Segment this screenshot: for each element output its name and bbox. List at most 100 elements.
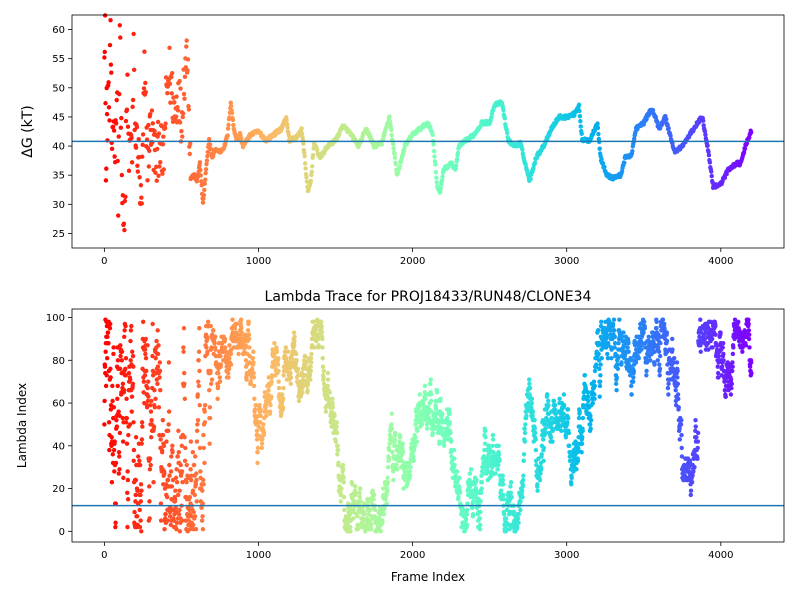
lambda-point: [157, 375, 162, 380]
p1-x-tick-label: 0: [101, 550, 107, 561]
lambda-point: [546, 402, 551, 408]
lambda-point: [202, 420, 208, 425]
lambda-point: [115, 396, 120, 401]
lambda-point: [691, 469, 696, 474]
lambda-point: [457, 475, 462, 481]
lambda-point: [146, 394, 151, 399]
dg-point: [142, 49, 147, 54]
lambda-point: [382, 505, 387, 510]
lambda-point: [199, 518, 205, 523]
lambda-point: [749, 360, 754, 365]
lambda-point: [177, 529, 183, 534]
dg-point: [169, 74, 174, 80]
lambda-point: [364, 516, 370, 521]
lambda-point: [524, 413, 529, 419]
lambda-point: [478, 490, 484, 496]
lambda-point: [655, 358, 660, 363]
lambda-point: [511, 509, 517, 515]
lambda-point: [652, 349, 657, 354]
lambda-point: [138, 518, 143, 523]
lambda-point: [642, 326, 648, 331]
lambda-point: [688, 492, 693, 498]
lambda-point: [174, 479, 180, 485]
lambda-point: [527, 381, 532, 387]
lambda-point: [561, 402, 567, 408]
lambda-point: [675, 375, 680, 380]
lambda-point: [184, 462, 189, 468]
dg-point: [135, 169, 141, 174]
lambda-point: [155, 364, 161, 369]
lambda-point: [113, 524, 118, 530]
lambda-point: [157, 360, 163, 365]
lambda-point: [576, 447, 581, 453]
dg-point: [595, 121, 600, 126]
dg-point: [709, 173, 714, 179]
lambda-point: [243, 358, 249, 363]
dg-point: [200, 200, 206, 205]
dg-point: [118, 35, 123, 40]
p0-x-tick-label: 0: [101, 256, 107, 267]
lambda-point: [693, 417, 698, 423]
lambda-point: [629, 383, 634, 389]
lambda-point: [188, 477, 194, 483]
lambda-point: [530, 409, 536, 414]
lambda-point: [103, 349, 108, 354]
lambda-point: [671, 360, 677, 365]
dg-point: [110, 124, 116, 130]
lambda-point: [191, 509, 196, 515]
lambda-point: [141, 379, 147, 384]
lambda-point: [523, 422, 528, 427]
lambda-point: [334, 430, 340, 436]
lambda-point: [411, 454, 416, 459]
lambda-point: [615, 355, 621, 361]
lambda-point: [167, 473, 172, 478]
lambda-point: [309, 360, 314, 365]
dg-point: [599, 156, 604, 162]
lambda-point: [128, 328, 134, 333]
lambda-point: [429, 398, 434, 404]
lambda-point: [341, 467, 346, 472]
lambda-point: [541, 445, 547, 451]
dg-point: [179, 128, 184, 134]
lambda-point: [419, 422, 425, 427]
dg-point: [103, 178, 109, 183]
lambda-point: [533, 430, 538, 436]
dg-point: [180, 134, 185, 139]
lambda-point: [674, 360, 680, 365]
lambda-point: [692, 464, 697, 470]
lambda-point: [173, 488, 178, 493]
p0-y-tick-label: 55: [52, 54, 65, 65]
lambda-point: [565, 420, 570, 425]
lambda-point: [179, 469, 185, 474]
lambda-point: [182, 396, 188, 401]
lambda-point: [387, 456, 392, 461]
dg-point: [109, 70, 114, 75]
lambda-point: [385, 488, 390, 493]
lambda-point: [598, 373, 603, 378]
dg-point: [103, 101, 108, 106]
p0-y-tick-label: 50: [52, 83, 65, 94]
dg-point: [155, 146, 160, 152]
dg-point: [160, 171, 165, 176]
lambda-point: [121, 475, 126, 481]
lambda-point: [190, 488, 196, 493]
lambda-point: [612, 341, 618, 346]
dg-point: [630, 148, 635, 154]
lambda-point: [153, 355, 158, 361]
lambda-point: [232, 326, 238, 331]
dg-point: [395, 170, 401, 175]
lambda-point: [341, 494, 347, 500]
lambda-point: [152, 388, 157, 393]
dg-point: [119, 115, 124, 121]
dg-point: [299, 126, 304, 131]
dg-point: [130, 97, 136, 103]
dg-point: [108, 18, 113, 23]
lambda-point: [275, 362, 281, 367]
lambda-point: [276, 385, 282, 391]
dg-point: [284, 118, 289, 123]
dg-point: [182, 96, 187, 101]
lambda-point: [276, 368, 281, 374]
lambda-point: [168, 522, 174, 528]
lambda-point: [385, 479, 391, 485]
lambda-point: [358, 499, 363, 504]
